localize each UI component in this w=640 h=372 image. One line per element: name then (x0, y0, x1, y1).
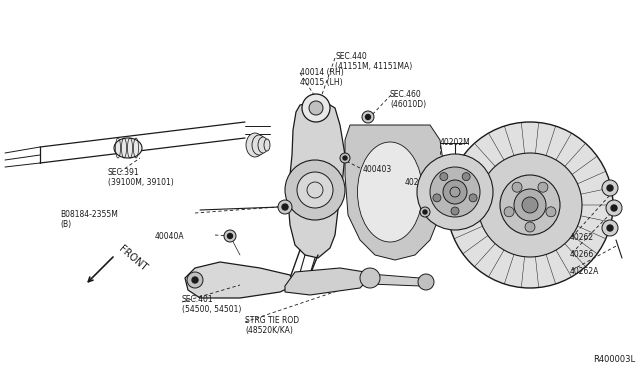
Circle shape (447, 122, 613, 288)
Circle shape (525, 222, 535, 232)
Circle shape (309, 101, 323, 115)
Text: 40262: 40262 (570, 233, 594, 242)
Text: R400003L: R400003L (593, 355, 635, 364)
Circle shape (365, 115, 371, 119)
Circle shape (443, 180, 467, 204)
Circle shape (297, 172, 333, 208)
Circle shape (343, 156, 347, 160)
Ellipse shape (246, 133, 264, 157)
Circle shape (227, 234, 232, 238)
Circle shape (278, 200, 292, 214)
Circle shape (417, 154, 493, 230)
Text: FRONT: FRONT (117, 244, 149, 273)
Ellipse shape (264, 139, 270, 151)
Circle shape (538, 182, 548, 192)
Circle shape (546, 207, 556, 217)
Circle shape (340, 153, 350, 163)
Text: SEC.440
(41151M, 41151MA): SEC.440 (41151M, 41151MA) (335, 52, 412, 71)
Circle shape (418, 274, 434, 290)
Circle shape (451, 207, 459, 215)
Polygon shape (288, 100, 345, 258)
Text: 400403: 400403 (363, 165, 392, 174)
Text: B08184-2355M
(B): B08184-2355M (B) (60, 210, 118, 230)
Ellipse shape (258, 137, 268, 153)
Text: STRG TIE ROD
(48520K/KA): STRG TIE ROD (48520K/KA) (245, 316, 299, 336)
Text: 40040A: 40040A (155, 232, 184, 241)
Circle shape (420, 207, 430, 217)
Circle shape (187, 272, 203, 288)
Circle shape (504, 207, 514, 217)
Circle shape (360, 268, 380, 288)
Circle shape (602, 180, 618, 196)
Text: 40014 (RH)
40015 (LH): 40014 (RH) 40015 (LH) (300, 68, 344, 87)
Text: 40222: 40222 (405, 178, 429, 187)
Circle shape (192, 277, 198, 283)
Polygon shape (285, 268, 368, 295)
Text: 40207: 40207 (510, 195, 534, 204)
Polygon shape (345, 125, 445, 260)
Polygon shape (370, 274, 426, 286)
Circle shape (423, 210, 427, 214)
Text: SEC.391
(39100M, 39101): SEC.391 (39100M, 39101) (108, 168, 173, 187)
Circle shape (512, 182, 522, 192)
Circle shape (440, 173, 448, 181)
Circle shape (478, 153, 582, 257)
Circle shape (514, 189, 546, 221)
Text: SEC.460
(46010D): SEC.460 (46010D) (390, 90, 426, 109)
Ellipse shape (358, 142, 422, 242)
Ellipse shape (252, 135, 266, 155)
Circle shape (606, 200, 622, 216)
Circle shape (522, 197, 538, 213)
Circle shape (469, 194, 477, 202)
Ellipse shape (114, 138, 142, 158)
Text: 40202M: 40202M (440, 138, 471, 147)
Circle shape (224, 230, 236, 242)
Circle shape (500, 175, 560, 235)
Circle shape (282, 204, 288, 210)
Text: 40262A: 40262A (570, 267, 600, 276)
Text: 40266: 40266 (570, 250, 595, 259)
Circle shape (607, 225, 613, 231)
Circle shape (302, 94, 330, 122)
Circle shape (430, 167, 480, 217)
Circle shape (285, 160, 345, 220)
Circle shape (433, 194, 441, 202)
Text: SEC.401
(54500, 54501): SEC.401 (54500, 54501) (182, 295, 241, 314)
Polygon shape (185, 262, 295, 298)
Circle shape (462, 173, 470, 181)
Circle shape (607, 185, 613, 191)
Circle shape (602, 220, 618, 236)
Circle shape (362, 111, 374, 123)
Circle shape (611, 205, 617, 211)
